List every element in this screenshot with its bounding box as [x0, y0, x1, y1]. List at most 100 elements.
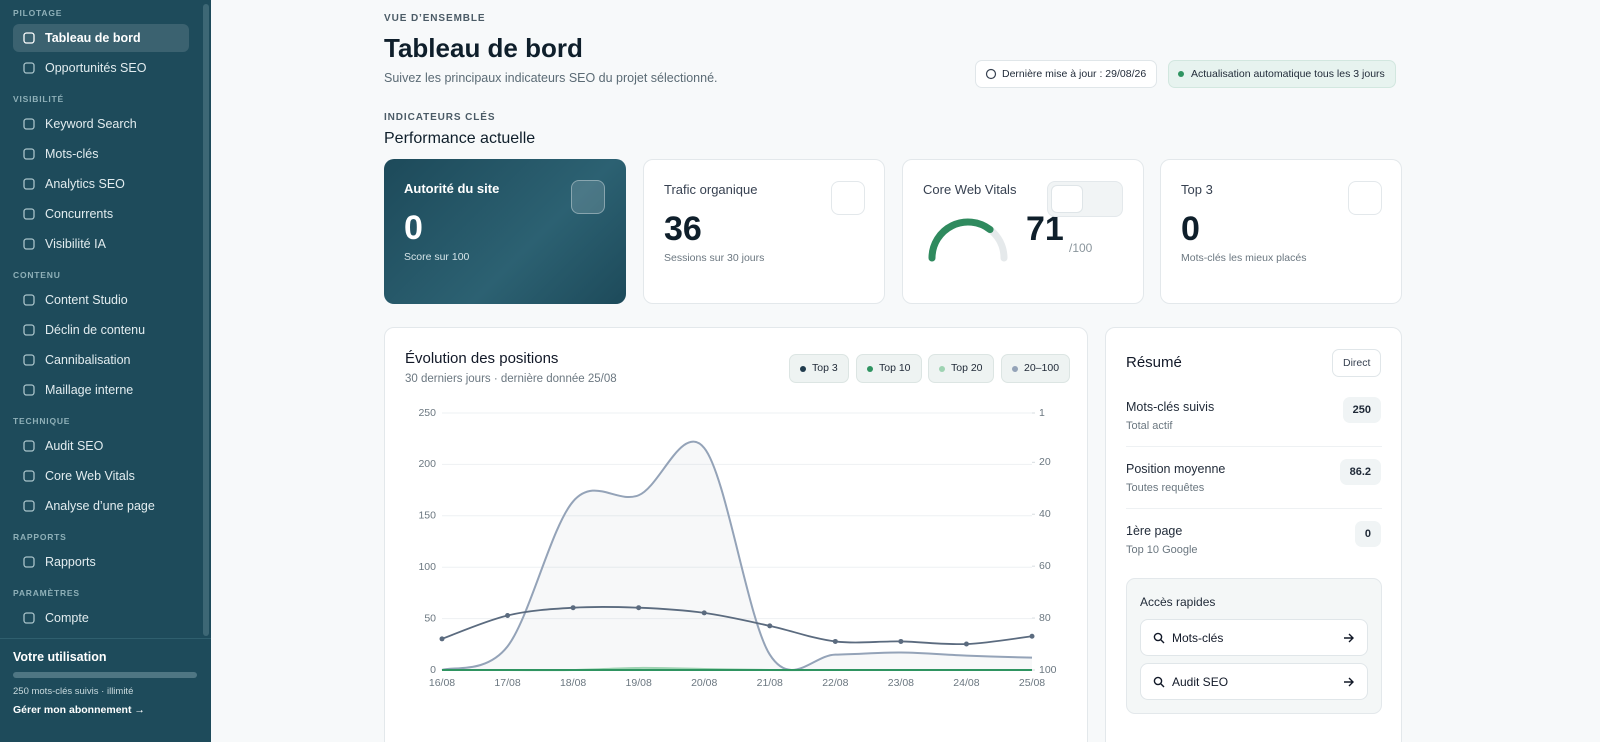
- nav-label: Mots-clés: [45, 147, 99, 161]
- legend-dot: [939, 366, 945, 372]
- y2-tick-label: 80: [1039, 612, 1051, 624]
- quick-link[interactable]: Mots-clés: [1140, 619, 1368, 656]
- nav-label: Opportunités SEO: [45, 61, 147, 75]
- nav-icon: [23, 32, 35, 44]
- kpi-card: Core Web Vitals 71/100: [902, 159, 1144, 304]
- point: [832, 638, 838, 644]
- status-dot: [1178, 71, 1184, 77]
- x-tick-label: 25/08: [1019, 677, 1045, 689]
- x-tick-label: 23/08: [888, 677, 914, 689]
- y2-tick-label: 20: [1039, 456, 1051, 468]
- legend-chip[interactable]: Top 3: [789, 354, 849, 383]
- nav-item[interactable]: Analytics SEO: [13, 170, 189, 198]
- summary-button[interactable]: Direct: [1332, 349, 1382, 377]
- kpi-title: Top 3: [1181, 182, 1213, 197]
- kpi-card: Autorité du site 0 Score sur 100: [384, 159, 626, 304]
- icon-shape: [23, 32, 35, 44]
- y-tick-label: 250: [418, 407, 436, 419]
- nav-item[interactable]: Cannibalisation: [13, 346, 189, 374]
- y-tick-label: 0: [430, 664, 436, 676]
- kpi-sub: Sessions sur 30 jours: [664, 252, 765, 264]
- nav-icon: [23, 612, 35, 624]
- nav-item[interactable]: Mots-clés: [13, 140, 189, 168]
- quick-link[interactable]: Audit SEO: [1140, 663, 1368, 700]
- nav-item[interactable]: Rapports: [13, 548, 189, 576]
- nav-item[interactable]: Opportunités SEO: [13, 54, 189, 82]
- nav-label: Maillage interne: [45, 383, 134, 397]
- nav-item[interactable]: Concurrents: [13, 200, 189, 228]
- line: [441, 605, 1033, 646]
- nav-item[interactable]: Audit SEO: [13, 432, 189, 460]
- icon-shape: [23, 556, 35, 568]
- quick-panel: Accès rapides Mots-clés Audit SEO: [1126, 578, 1382, 714]
- x-tick-label: 24/08: [953, 677, 979, 689]
- section-label: PILOTAGE: [13, 8, 63, 18]
- lens: [1153, 676, 1163, 686]
- toggle-mobile[interactable]: [1051, 185, 1083, 213]
- nav-icon: [23, 118, 35, 130]
- device-toggle: [1047, 181, 1123, 217]
- kpi-value: 0: [404, 209, 423, 247]
- kpi-card: Trafic organique 36 Sessions sur 30 jours: [643, 159, 885, 304]
- x-tick-label: 16/08: [429, 677, 455, 689]
- toggle-desktop[interactable]: [1088, 185, 1120, 213]
- legend-chip[interactable]: 20–100: [1001, 354, 1071, 383]
- nav-icon: [23, 354, 35, 366]
- nav-icon: [23, 208, 35, 220]
- icon-shape: [23, 208, 35, 220]
- gauge-value: [928, 218, 994, 262]
- summary-sub: Toutes requêtes: [1126, 482, 1205, 494]
- kpi-icon: [831, 181, 865, 215]
- kpi-sub: Score sur 100: [404, 251, 470, 263]
- icon-shape: [23, 238, 35, 250]
- x-tick-label: 21/08: [757, 677, 783, 689]
- nav-icon: [23, 440, 35, 452]
- section-title: Performance actuelle: [384, 130, 536, 147]
- y2-tick-label: 40: [1039, 508, 1051, 520]
- nav-item[interactable]: Déclin de contenu: [13, 316, 189, 344]
- icon-shape: [23, 62, 35, 74]
- legend-dot: [800, 366, 806, 372]
- clock: [985, 68, 997, 80]
- nav-item[interactable]: Maillage interne: [13, 376, 189, 404]
- badge-text: Actualisation automatique tous les 3 jou…: [1191, 68, 1385, 80]
- nav-item[interactable]: Content Studio: [13, 286, 189, 314]
- nav-icon: [23, 324, 35, 336]
- usage-link[interactable]: Gérer mon abonnement →: [13, 704, 145, 716]
- summary-sub: Top 10 Google: [1126, 544, 1198, 556]
- nav-item[interactable]: Visibilité IA: [13, 230, 189, 258]
- legend-chip[interactable]: Top 10: [856, 354, 922, 383]
- icon-shape: [23, 354, 35, 366]
- nav-item[interactable]: Keyword Search: [13, 110, 189, 138]
- search-icon: [1153, 676, 1165, 688]
- summary-label: Mots-clés suivis: [1126, 400, 1215, 414]
- chart-card: Évolution des positions 30 derniers jours…: [384, 327, 1088, 742]
- arrow-icon: [1344, 677, 1354, 687]
- nav-item[interactable]: Core Web Vitals: [13, 462, 189, 490]
- legend-chip[interactable]: Top 20: [928, 354, 994, 383]
- chart-title: Évolution des positions: [405, 350, 559, 367]
- nav-item[interactable]: Compte: [13, 604, 189, 632]
- section-label: CONTENU: [13, 270, 61, 280]
- kpi-icon: [1348, 181, 1382, 215]
- x-tick-label: 19/08: [626, 677, 652, 689]
- scrollbar: [203, 4, 209, 636]
- x-tick-label: 22/08: [822, 677, 848, 689]
- search-icon: [1153, 632, 1165, 644]
- nav-item[interactable]: Analyse d’une page: [13, 492, 189, 520]
- kpi-max: /100: [1069, 241, 1093, 255]
- nav-icon: [23, 238, 35, 250]
- point: [570, 605, 576, 611]
- section-label: PARAMÈTRES: [13, 588, 80, 598]
- summary-sub: Total actif: [1126, 420, 1173, 432]
- legend-label: Top 10: [879, 362, 911, 374]
- kpi-card: Top 3 0 Mots-clés les mieux placés: [1160, 159, 1402, 304]
- nav-label: Analyse d’une page: [45, 499, 155, 513]
- summary-title: Résumé: [1126, 354, 1182, 371]
- arrow-icon: [1344, 633, 1354, 643]
- update-badge: Dernière mise à jour : 29/08/26: [975, 60, 1158, 88]
- arrow: [1344, 633, 1354, 643]
- nav-item[interactable]: Tableau de bord: [13, 24, 189, 52]
- icon-shape: [23, 324, 35, 336]
